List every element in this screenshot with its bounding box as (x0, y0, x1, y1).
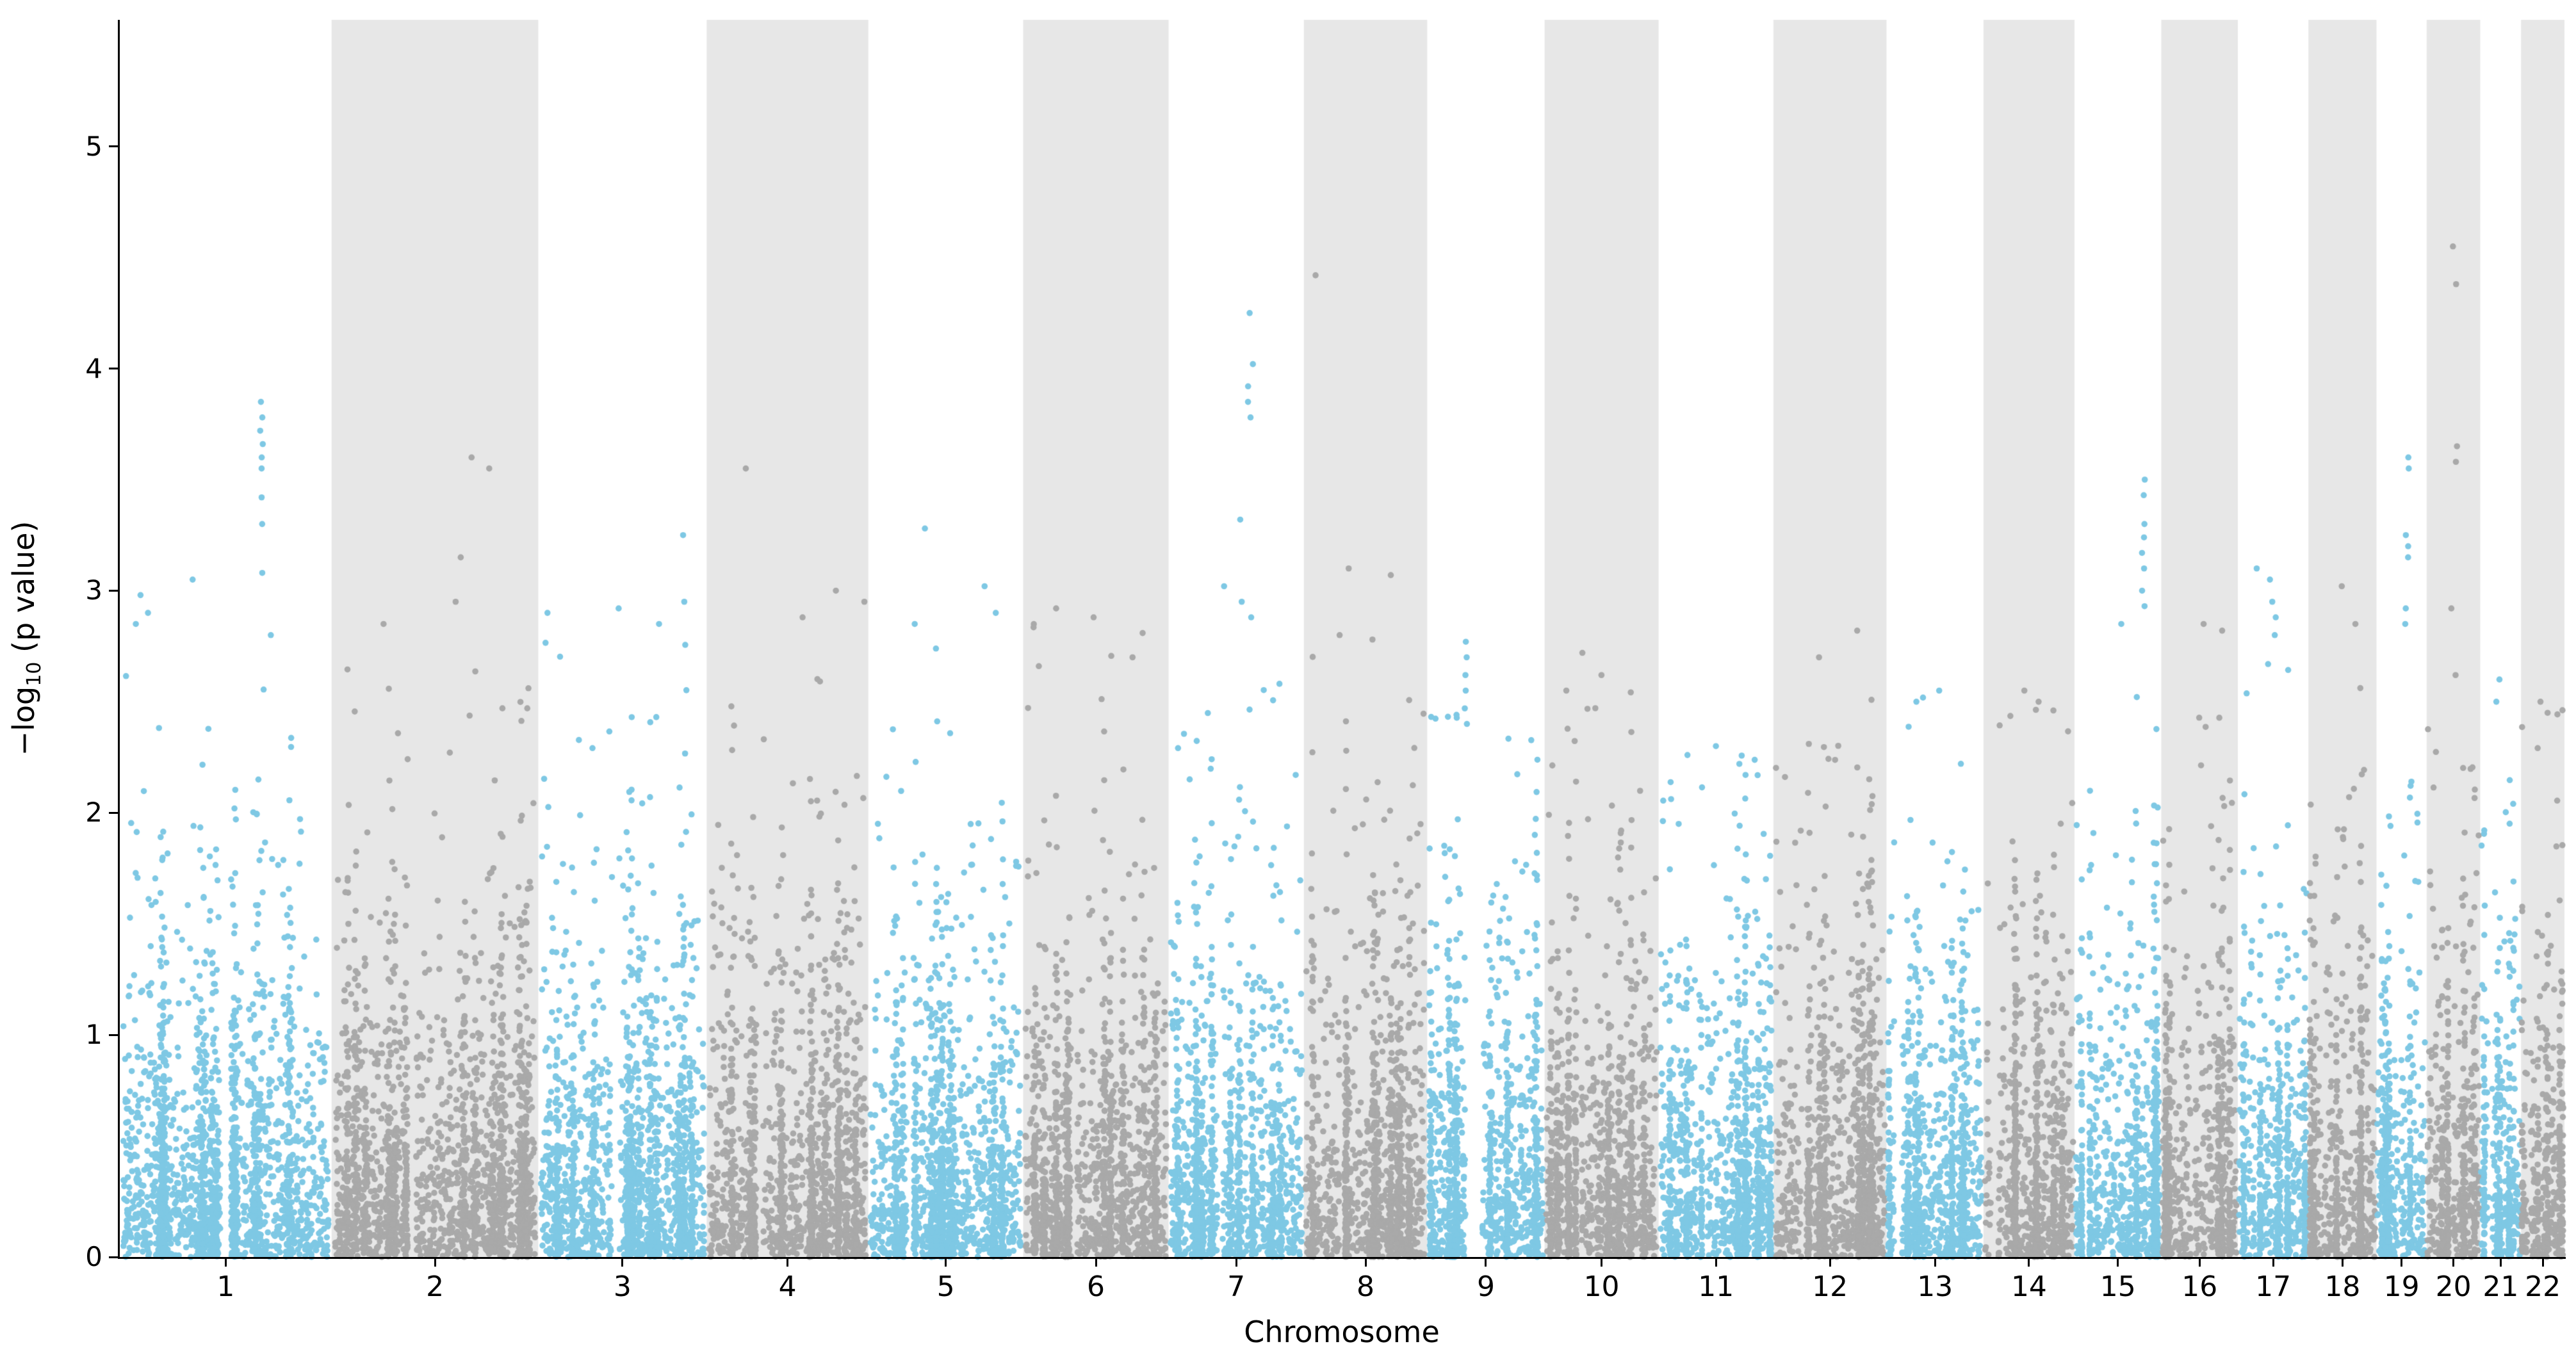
x-tick-mark (1829, 1259, 1831, 1267)
x-tick-label: 6 (1087, 1270, 1105, 1303)
x-tick-label: 18 (2324, 1270, 2361, 1303)
x-tick-mark (1934, 1259, 1936, 1267)
x-tick-label: 21 (2482, 1270, 2519, 1303)
x-tick-mark (2541, 1259, 2544, 1267)
x-tick-label: 2 (426, 1270, 444, 1303)
y-tick-mark (109, 368, 118, 370)
x-tick-label: 11 (1698, 1270, 1734, 1303)
x-tick-mark (945, 1259, 947, 1267)
x-tick-label: 17 (2255, 1270, 2292, 1303)
x-tick-mark (2499, 1259, 2502, 1267)
x-tick-label: 1 (216, 1270, 235, 1303)
x-tick-mark (1235, 1259, 1237, 1267)
y-tick-label: 5 (85, 130, 102, 162)
y-tick-mark (109, 589, 118, 592)
x-tick-mark (434, 1259, 436, 1267)
y-tick-mark (109, 811, 118, 814)
x-tick-label: 12 (1812, 1270, 1848, 1303)
x-tick-label: 10 (1583, 1270, 1620, 1303)
y-axis-label-subscript: 10 (23, 661, 46, 686)
x-tick-label: 20 (2435, 1270, 2472, 1303)
y-axis-spine (118, 20, 120, 1259)
y-axis-label: −log10 (p value) (6, 446, 45, 831)
y-tick-label: 1 (85, 1019, 102, 1051)
x-tick-mark (2272, 1259, 2274, 1267)
x-tick-label: 19 (2383, 1270, 2420, 1303)
x-tick-mark (2341, 1259, 2344, 1267)
x-tick-mark (2028, 1259, 2030, 1267)
x-tick-label: 7 (1227, 1270, 1246, 1303)
y-tick-mark (109, 1256, 118, 1258)
y-tick-mark (109, 145, 118, 148)
x-tick-mark (1601, 1259, 1603, 1267)
y-tick-label: 3 (85, 574, 102, 606)
y-tick-label: 4 (85, 352, 102, 384)
x-tick-mark (621, 1259, 624, 1267)
x-tick-mark (1485, 1259, 1487, 1267)
y-axis-label-suffix: (p value) (6, 521, 41, 662)
y-tick-label: 0 (85, 1241, 102, 1272)
x-tick-label: 5 (936, 1270, 955, 1303)
x-tick-label: 4 (778, 1270, 797, 1303)
x-tick-mark (224, 1259, 227, 1267)
x-tick-label: 14 (2010, 1270, 2047, 1303)
x-tick-label: 15 (2099, 1270, 2136, 1303)
y-tick-label: 2 (85, 797, 102, 829)
x-tick-mark (2452, 1259, 2455, 1267)
x-tick-mark (1095, 1259, 1097, 1267)
x-axis-label: Chromosome (1244, 1315, 1440, 1349)
x-axis-spine (118, 1257, 2566, 1259)
x-tick-label: 8 (1357, 1270, 1375, 1303)
x-tick-mark (787, 1259, 789, 1267)
x-tick-label: 13 (1917, 1270, 1953, 1303)
x-tick-mark (2117, 1259, 2119, 1267)
x-tick-mark (2198, 1259, 2201, 1267)
y-tick-mark (109, 1034, 118, 1036)
x-tick-mark (2401, 1259, 2403, 1267)
x-tick-mark (1364, 1259, 1367, 1267)
x-tick-label: 22 (2525, 1270, 2561, 1303)
x-tick-label: 9 (1476, 1270, 1495, 1303)
x-tick-mark (1715, 1259, 1717, 1267)
y-axis-label-prefix: −log (6, 686, 41, 756)
x-tick-label: 3 (613, 1270, 632, 1303)
x-tick-label: 16 (2181, 1270, 2218, 1303)
